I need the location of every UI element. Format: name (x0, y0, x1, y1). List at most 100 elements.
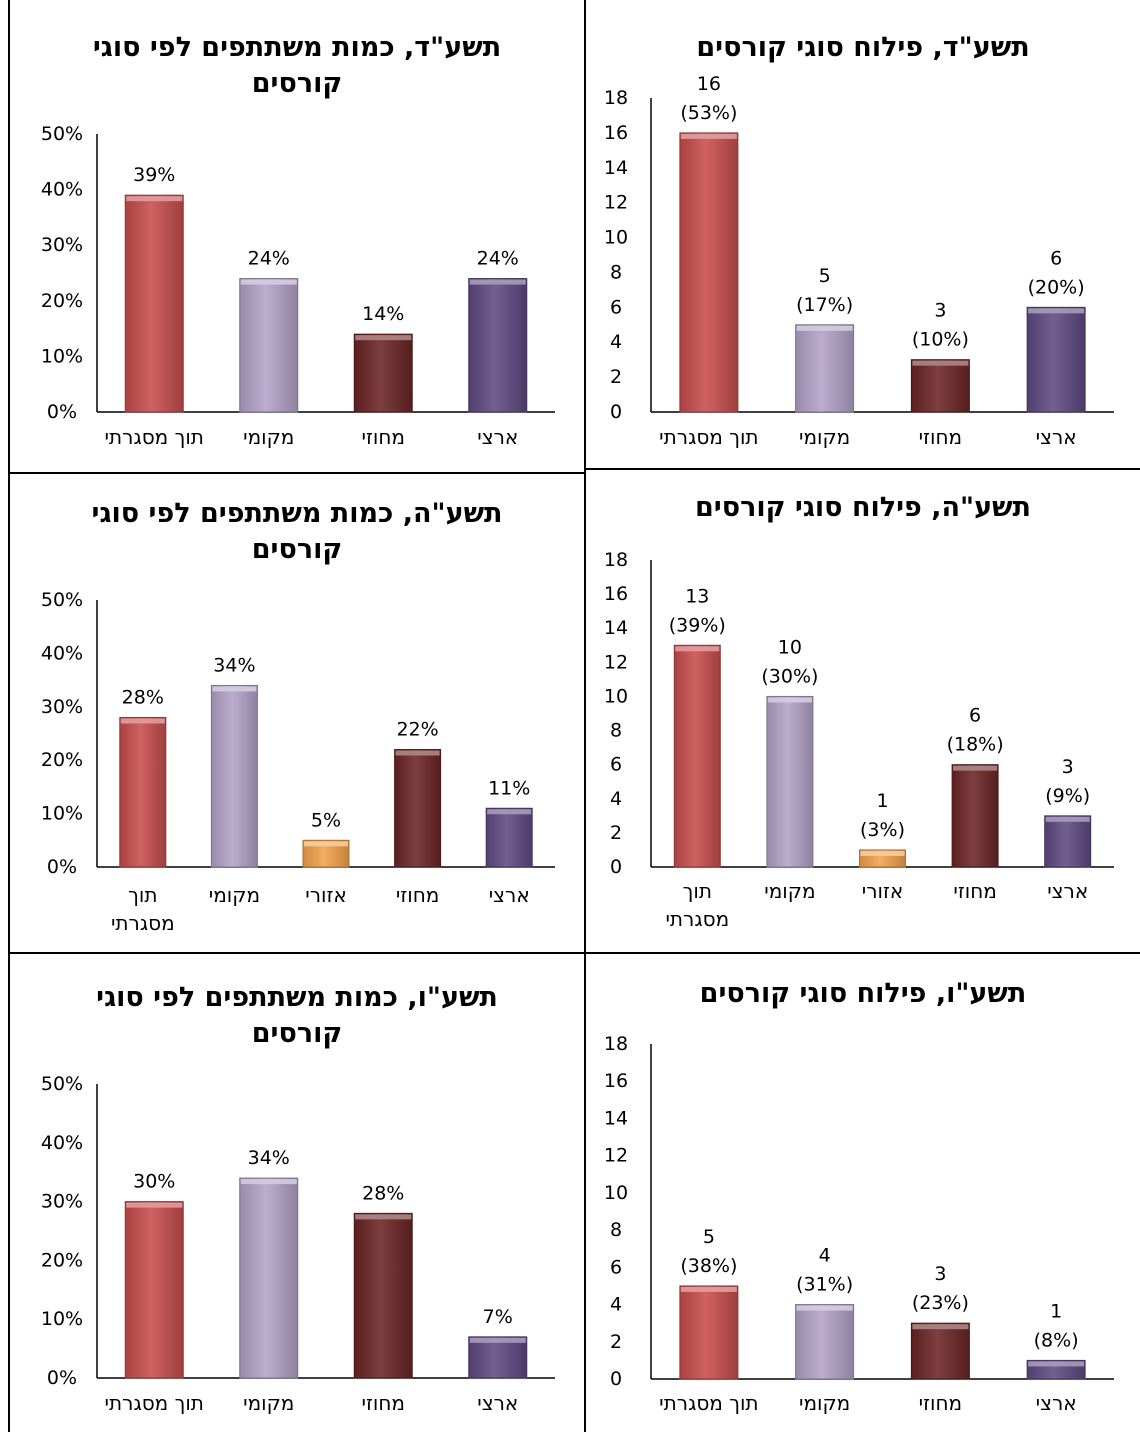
bar (468, 1336, 528, 1379)
x-tick-label: ארצי (477, 1391, 518, 1415)
data-label: 4 (819, 1245, 831, 1267)
data-label: 16 (697, 73, 721, 95)
data-label: 24% (477, 248, 519, 270)
bar (910, 359, 970, 413)
bar (679, 1285, 739, 1380)
x-tick-label: ארצי (1047, 879, 1088, 903)
y-tick-label: 0% (47, 856, 77, 878)
x-tick-label: תוך (683, 879, 712, 903)
bar-top-highlight (796, 1305, 853, 1311)
grid-divider-horizontal-bottom (8, 952, 1140, 954)
bar (394, 749, 442, 868)
bar-top-highlight (126, 196, 183, 202)
y-tick-label: 0 (610, 856, 622, 878)
x-tick-label: מחוזי (362, 425, 406, 449)
data-label: 3 (934, 1263, 946, 1285)
chart-panel-h-participants: תשע"ה, כמות משתתפים לפי סוגי קורסים 0% 10… (10, 474, 584, 952)
x-tick-label: מקומי (799, 425, 850, 449)
data-label: 5% (311, 809, 341, 831)
y-tick-label: 18 (604, 87, 628, 109)
data-label: 24% (248, 248, 290, 270)
bar (119, 716, 167, 868)
bar (468, 278, 528, 413)
y-tick-label: 8 (610, 720, 622, 742)
y-tick-label: 0 (610, 1368, 622, 1390)
data-label: 6 (969, 705, 981, 727)
data-label: 30% (133, 1171, 175, 1193)
y-tick-label: 50% (41, 589, 83, 611)
data-label: (23%) (912, 1292, 969, 1314)
chart-panel-d-participants: תשע"ד, כמות משתתפים לפי סוגי קורסים 0% 10… (10, 0, 584, 472)
chart-title: תשע"ה, כמות משתתפים לפי סוגי קורסים (91, 498, 503, 565)
x-tick-label: מחוזי (919, 425, 963, 449)
bar-top-highlight (912, 360, 969, 366)
x-tick-label: מקומי (799, 1391, 850, 1415)
y-tick-label: 14 (604, 617, 628, 639)
data-label: (18%) (947, 734, 1004, 756)
data-label: 22% (396, 719, 438, 741)
chart-panel-v-participants: תשע"ו, כמות משתתפים לפי סוגי קורסים 0% 10… (10, 954, 584, 1432)
y-tick-label: 12 (604, 651, 628, 673)
y-tick-label: 6 (610, 296, 622, 318)
grid-divider-vertical-left (8, 0, 10, 1432)
bar (124, 194, 184, 413)
y-tick-label: 30% (41, 696, 83, 718)
bar-top-highlight (126, 1202, 183, 1208)
y-tick-label: 12 (604, 1145, 628, 1167)
data-label: 1 (1050, 1300, 1062, 1322)
bar (795, 1304, 855, 1380)
data-label: 3 (934, 300, 946, 322)
bar (239, 278, 299, 413)
x-tick-label: ארצי (1036, 425, 1077, 449)
bar (239, 1177, 299, 1379)
bar (1044, 815, 1092, 868)
grid-divider-horizontal-top (8, 472, 586, 474)
bar-top-highlight (355, 335, 412, 341)
x-tick-label: מקומי (209, 883, 260, 907)
y-tick-label: 40% (41, 1132, 83, 1154)
y-tick-label: 10 (604, 1182, 628, 1204)
bar (679, 132, 739, 413)
bar-top-highlight (355, 1214, 412, 1220)
data-label: (53%) (680, 102, 737, 124)
bar-top-highlight (120, 718, 165, 724)
data-label: 6 (1050, 247, 1062, 269)
y-tick-label: 20% (41, 749, 83, 771)
x-tick-label: תוך מסגרתי (105, 425, 204, 449)
bar-top-highlight (767, 697, 812, 703)
data-label: 14% (362, 303, 404, 325)
x-tick-label: ארצי (477, 425, 518, 449)
y-tick-label: 20% (41, 1249, 83, 1271)
y-tick-label: 6 (610, 754, 622, 776)
x-tick-label: מסגרתי (111, 911, 175, 935)
grid-divider-horizontal-top-right (584, 468, 1140, 470)
bar-top-highlight (675, 646, 720, 652)
bar-top-highlight (304, 841, 348, 847)
y-tick-label: 4 (610, 1294, 622, 1316)
bar (210, 684, 258, 868)
data-label: (31%) (796, 1274, 853, 1296)
data-label: 39% (133, 164, 175, 186)
x-tick-label: מחוזי (919, 1391, 963, 1415)
bar (951, 764, 999, 868)
y-tick-label: 10% (41, 1308, 83, 1330)
chart-title: תשע"ד, פילוח סוגי קורסים (696, 32, 1030, 63)
data-label: 13 (685, 585, 709, 607)
y-tick-label: 14 (604, 157, 628, 179)
y-tick-label: 6 (610, 1256, 622, 1278)
bar (353, 333, 413, 413)
data-label: 10 (778, 636, 802, 658)
x-tick-label: מחוזי (396, 883, 440, 907)
data-label: (20%) (1028, 276, 1085, 298)
bar (795, 324, 855, 413)
bar (766, 695, 814, 868)
chart-title: תשע"ה, פילוח סוגי קורסים (695, 492, 1031, 523)
x-tick-label: ארצי (489, 883, 530, 907)
data-label: 1 (876, 790, 888, 812)
data-label: 5 (703, 1226, 715, 1248)
y-tick-label: 14 (604, 1107, 628, 1129)
bar (353, 1212, 413, 1379)
bar-top-highlight (240, 1179, 297, 1185)
data-label: 3 (1062, 756, 1074, 778)
chart-svg: 0% 10% 20% 30% 40% 50% 28% תוך מסגרתי 34% מקומי 5% א… (41, 589, 555, 935)
